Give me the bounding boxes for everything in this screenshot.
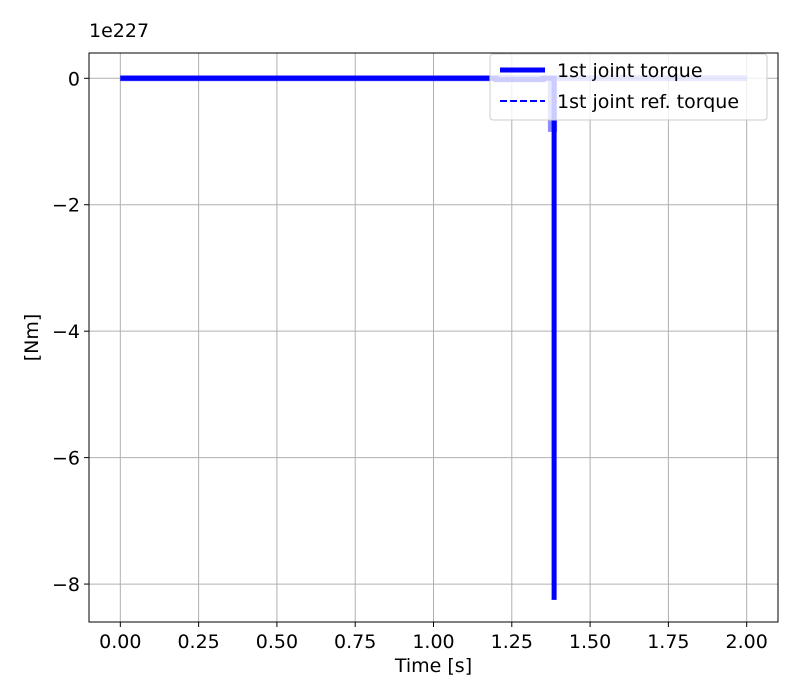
legend-label-joint-torque: 1st joint torque [557,60,703,82]
y-tick-label: −8 [52,574,80,596]
legend: 1st joint torque 1st joint ref. torque [489,53,768,121]
y-offset-text: 1e227 [89,20,149,42]
x-axis-ticks: 0.00 0.25 0.50 0.75 1.00 1.25 1.50 1.75 2.00 [99,622,768,653]
x-tick-label: 2.00 [726,631,768,653]
x-tick-label: 1.00 [412,631,454,653]
grid [89,53,778,622]
legend-box [489,53,768,121]
x-axis-label: Time [s] [394,655,472,677]
x-tick-label: 1.75 [647,631,689,653]
x-tick-label: 0.75 [334,631,376,653]
series-line-joint-torque [120,75,557,600]
y-axis-label: [Nm] [21,314,43,362]
y-tick-label: 0 [68,68,80,90]
y-tick-label: −4 [52,321,80,343]
y-tick-label: −2 [52,195,80,217]
plot-frame [88,52,779,623]
x-tick-label: 0.25 [177,631,219,653]
legend-label-ref-torque: 1st joint ref. torque [557,91,739,113]
x-tick-label: 0.00 [99,631,141,653]
y-tick-label: −6 [52,448,80,470]
x-tick-label: 1.25 [491,631,533,653]
x-tick-label: 1.50 [569,631,611,653]
x-tick-label: 0.50 [256,631,298,653]
y-axis-ticks: 0 −2 −4 −6 −8 [52,68,89,596]
